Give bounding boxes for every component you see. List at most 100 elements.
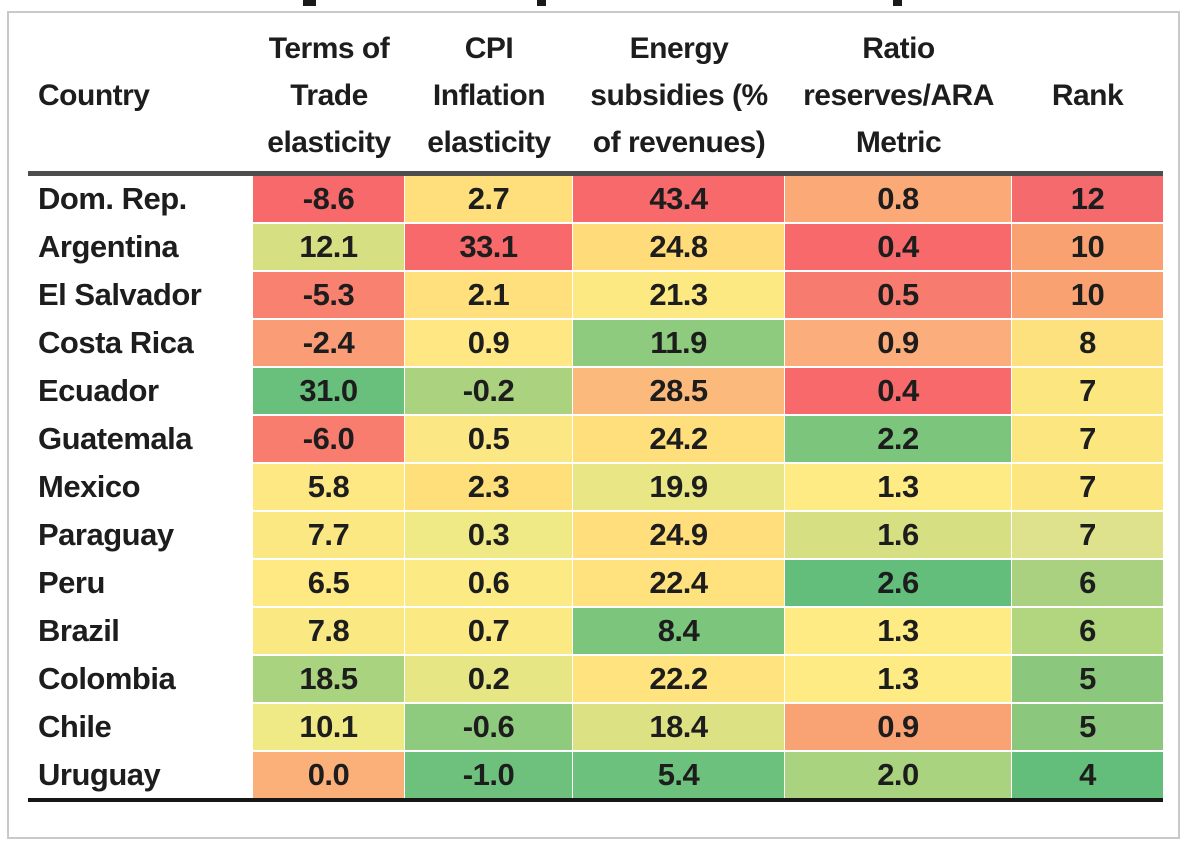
cropped-text-remnant — [303, 0, 316, 6]
cell-energy: 24.2 — [573, 416, 785, 462]
table-row: Dom. Rep. -8.6 2.7 43.4 0.8 12 — [28, 176, 1163, 222]
country-cell: Colombia — [28, 656, 253, 702]
cell-tot: -2.4 — [253, 320, 405, 366]
column-header-cpi-inflation: CPI Inflation elasticity — [427, 31, 551, 159]
column-header-energy-subsidies: Energy subsidies (% of revenues) — [590, 31, 768, 159]
cell-energy: 11.9 — [573, 320, 785, 366]
cell-energy: 21.3 — [573, 272, 785, 318]
cell-cpi: 0.3 — [405, 512, 573, 558]
cell-cpi: -0.6 — [405, 704, 573, 750]
cropped-text-remnant — [893, 0, 902, 6]
cell-cpi: 0.2 — [405, 656, 573, 702]
cell-tot: -8.6 — [253, 176, 405, 222]
cropped-text-remnant — [537, 0, 546, 6]
country-cell: Uruguay — [28, 752, 253, 798]
cell-tot: 6.5 — [253, 560, 405, 606]
table-row: Guatemala -6.0 0.5 24.2 2.2 7 — [28, 416, 1163, 462]
table-row: Brazil 7.8 0.7 8.4 1.3 6 — [28, 608, 1163, 654]
cell-ratio: 1.3 — [785, 608, 1012, 654]
cell-rank: 10 — [1012, 272, 1163, 318]
table-row: Costa Rica -2.4 0.9 11.9 0.9 8 — [28, 320, 1163, 366]
cell-cpi: 2.3 — [405, 464, 573, 510]
cell-cpi: 0.9 — [405, 320, 573, 366]
cell-energy: 19.9 — [573, 464, 785, 510]
table-frame — [7, 11, 1180, 839]
country-cell: Argentina — [28, 224, 253, 270]
cell-cpi: -1.0 — [405, 752, 573, 798]
table-body: Dom. Rep. -8.6 2.7 43.4 0.8 12 Argentina 12.1 33… — [28, 176, 1163, 800]
cell-tot: 0.0 — [253, 752, 405, 798]
cell-energy: 22.4 — [573, 560, 785, 606]
country-cell: Paraguay — [28, 512, 253, 558]
cell-cpi: 0.6 — [405, 560, 573, 606]
cell-tot: 18.5 — [253, 656, 405, 702]
cell-rank: 5 — [1012, 656, 1163, 702]
country-cell: Guatemala — [28, 416, 253, 462]
cell-rank: 6 — [1012, 608, 1163, 654]
column-header-country: Country — [38, 78, 150, 112]
cell-ratio: 0.8 — [785, 176, 1012, 222]
cell-rank: 7 — [1012, 416, 1163, 462]
cell-energy: 24.9 — [573, 512, 785, 558]
table-row: Mexico 5.8 2.3 19.9 1.3 7 — [28, 464, 1163, 510]
cell-rank: 6 — [1012, 560, 1163, 606]
cell-ratio: 0.9 — [785, 704, 1012, 750]
cell-ratio: 0.9 — [785, 320, 1012, 366]
cell-ratio: 0.4 — [785, 368, 1012, 414]
column-header-rank: Rank — [1051, 78, 1124, 112]
cell-ratio: 2.0 — [785, 752, 1012, 798]
cell-tot: -6.0 — [253, 416, 405, 462]
cell-tot: 7.7 — [253, 512, 405, 558]
cell-tot: 10.1 — [253, 704, 405, 750]
country-cell: Dom. Rep. — [28, 176, 253, 222]
cell-energy: 5.4 — [573, 752, 785, 798]
table-row: Chile 10.1 -0.6 18.4 0.9 5 — [28, 704, 1163, 750]
cell-rank: 8 — [1012, 320, 1163, 366]
column-header-ratio-reserves: Ratio reserves/ARA Metric — [803, 31, 994, 159]
cell-rank: 12 — [1012, 176, 1163, 222]
cell-cpi: 0.7 — [405, 608, 573, 654]
country-cell: Peru — [28, 560, 253, 606]
cell-rank: 7 — [1012, 464, 1163, 510]
header-divider-line — [28, 171, 1163, 176]
cell-rank: 7 — [1012, 512, 1163, 558]
table-header-row: Country Terms of Trade elasticity CPI In… — [28, 20, 1163, 170]
cell-ratio: 1.3 — [785, 464, 1012, 510]
country-cell: Ecuador — [28, 368, 253, 414]
country-cell: Chile — [28, 704, 253, 750]
cell-energy: 28.5 — [573, 368, 785, 414]
column-header-terms-of-trade: Terms of Trade elasticity — [267, 31, 391, 159]
cell-ratio: 2.2 — [785, 416, 1012, 462]
cell-energy: 18.4 — [573, 704, 785, 750]
cell-cpi: 33.1 — [405, 224, 573, 270]
cell-tot: -5.3 — [253, 272, 405, 318]
cell-rank: 4 — [1012, 752, 1163, 798]
cell-ratio: 0.5 — [785, 272, 1012, 318]
country-cell: Mexico — [28, 464, 253, 510]
cell-tot: 7.8 — [253, 608, 405, 654]
table-row: Paraguay 7.7 0.3 24.9 1.6 7 — [28, 512, 1163, 558]
cell-energy: 43.4 — [573, 176, 785, 222]
cell-energy: 8.4 — [573, 608, 785, 654]
cell-cpi: 2.1 — [405, 272, 573, 318]
cell-rank: 10 — [1012, 224, 1163, 270]
country-cell: El Salvador — [28, 272, 253, 318]
country-cell: Brazil — [28, 608, 253, 654]
cell-rank: 7 — [1012, 368, 1163, 414]
table-row: Ecuador 31.0 -0.2 28.5 0.4 7 — [28, 368, 1163, 414]
table-row: El Salvador -5.3 2.1 21.3 0.5 10 — [28, 272, 1163, 318]
table-row: Peru 6.5 0.6 22.4 2.6 6 — [28, 560, 1163, 606]
cell-ratio: 1.3 — [785, 656, 1012, 702]
cell-ratio: 0.4 — [785, 224, 1012, 270]
cell-cpi: -0.2 — [405, 368, 573, 414]
cell-ratio: 2.6 — [785, 560, 1012, 606]
cell-cpi: 2.7 — [405, 176, 573, 222]
cell-energy: 24.8 — [573, 224, 785, 270]
country-cell: Costa Rica — [28, 320, 253, 366]
cell-ratio: 1.6 — [785, 512, 1012, 558]
table-row: Uruguay 0.0 -1.0 5.4 2.0 4 — [28, 752, 1163, 798]
cell-energy: 22.2 — [573, 656, 785, 702]
table-bottom-border — [28, 798, 1163, 802]
table-row: Colombia 18.5 0.2 22.2 1.3 5 — [28, 656, 1163, 702]
